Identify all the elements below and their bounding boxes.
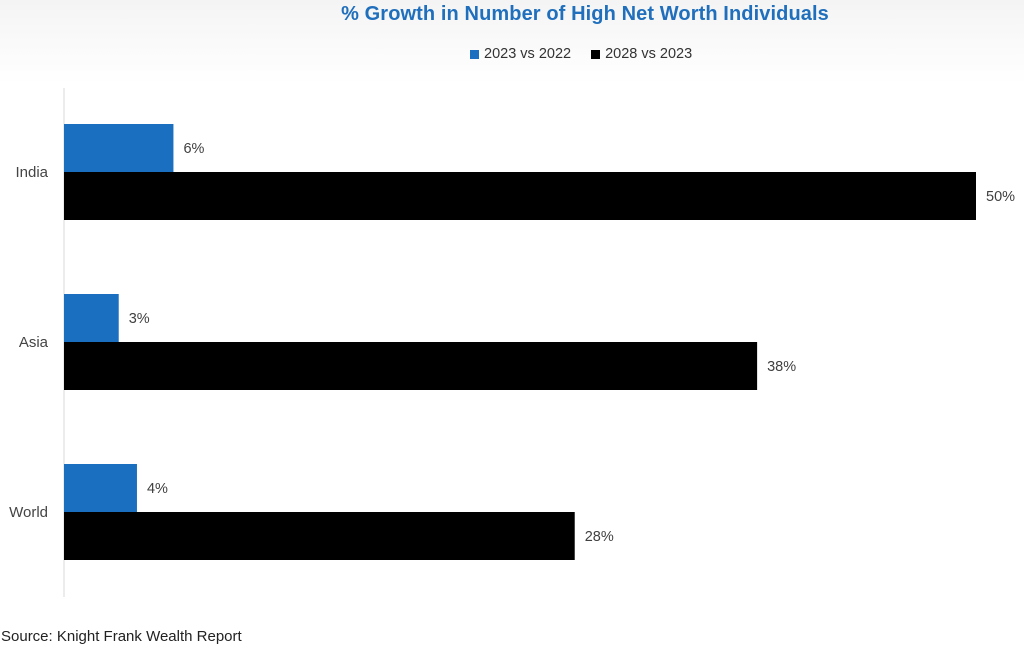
legend-item-series-2: 2028 vs 2023 — [591, 46, 692, 62]
bar-series-2-india — [64, 172, 976, 220]
data-label: 50% — [986, 189, 1015, 205]
data-label: 6% — [183, 141, 204, 157]
legend-swatch-series-1 — [470, 49, 479, 59]
bar-series-1-world — [64, 464, 137, 512]
category-label: Asia — [19, 334, 49, 351]
category-label: India — [15, 164, 48, 181]
chart-title: % Growth in Number of High Net Worth Ind… — [341, 3, 829, 25]
bar-series-1-asia — [64, 294, 119, 342]
header-band — [0, 0, 1024, 85]
source-note: Source: Knight Frank Wealth Report — [1, 628, 242, 645]
legend-swatch-series-2 — [591, 49, 601, 59]
data-label: 4% — [147, 481, 168, 497]
data-label: 28% — [585, 529, 614, 545]
category-label: World — [9, 504, 48, 521]
legend: 2023 vs 2022 2028 vs 2023 — [470, 46, 692, 62]
bar-series-2-asia — [64, 342, 758, 390]
legend-label-series-1: 2023 vs 2022 — [484, 46, 572, 62]
legend-item-series-1: 2023 vs 2022 — [470, 46, 571, 62]
bar-series-2-world — [64, 512, 575, 560]
data-label: 3% — [129, 311, 150, 327]
legend-label-series-2: 2028 vs 2023 — [605, 46, 693, 62]
bar-series-1-india — [64, 124, 174, 172]
data-label: 38% — [767, 359, 796, 375]
